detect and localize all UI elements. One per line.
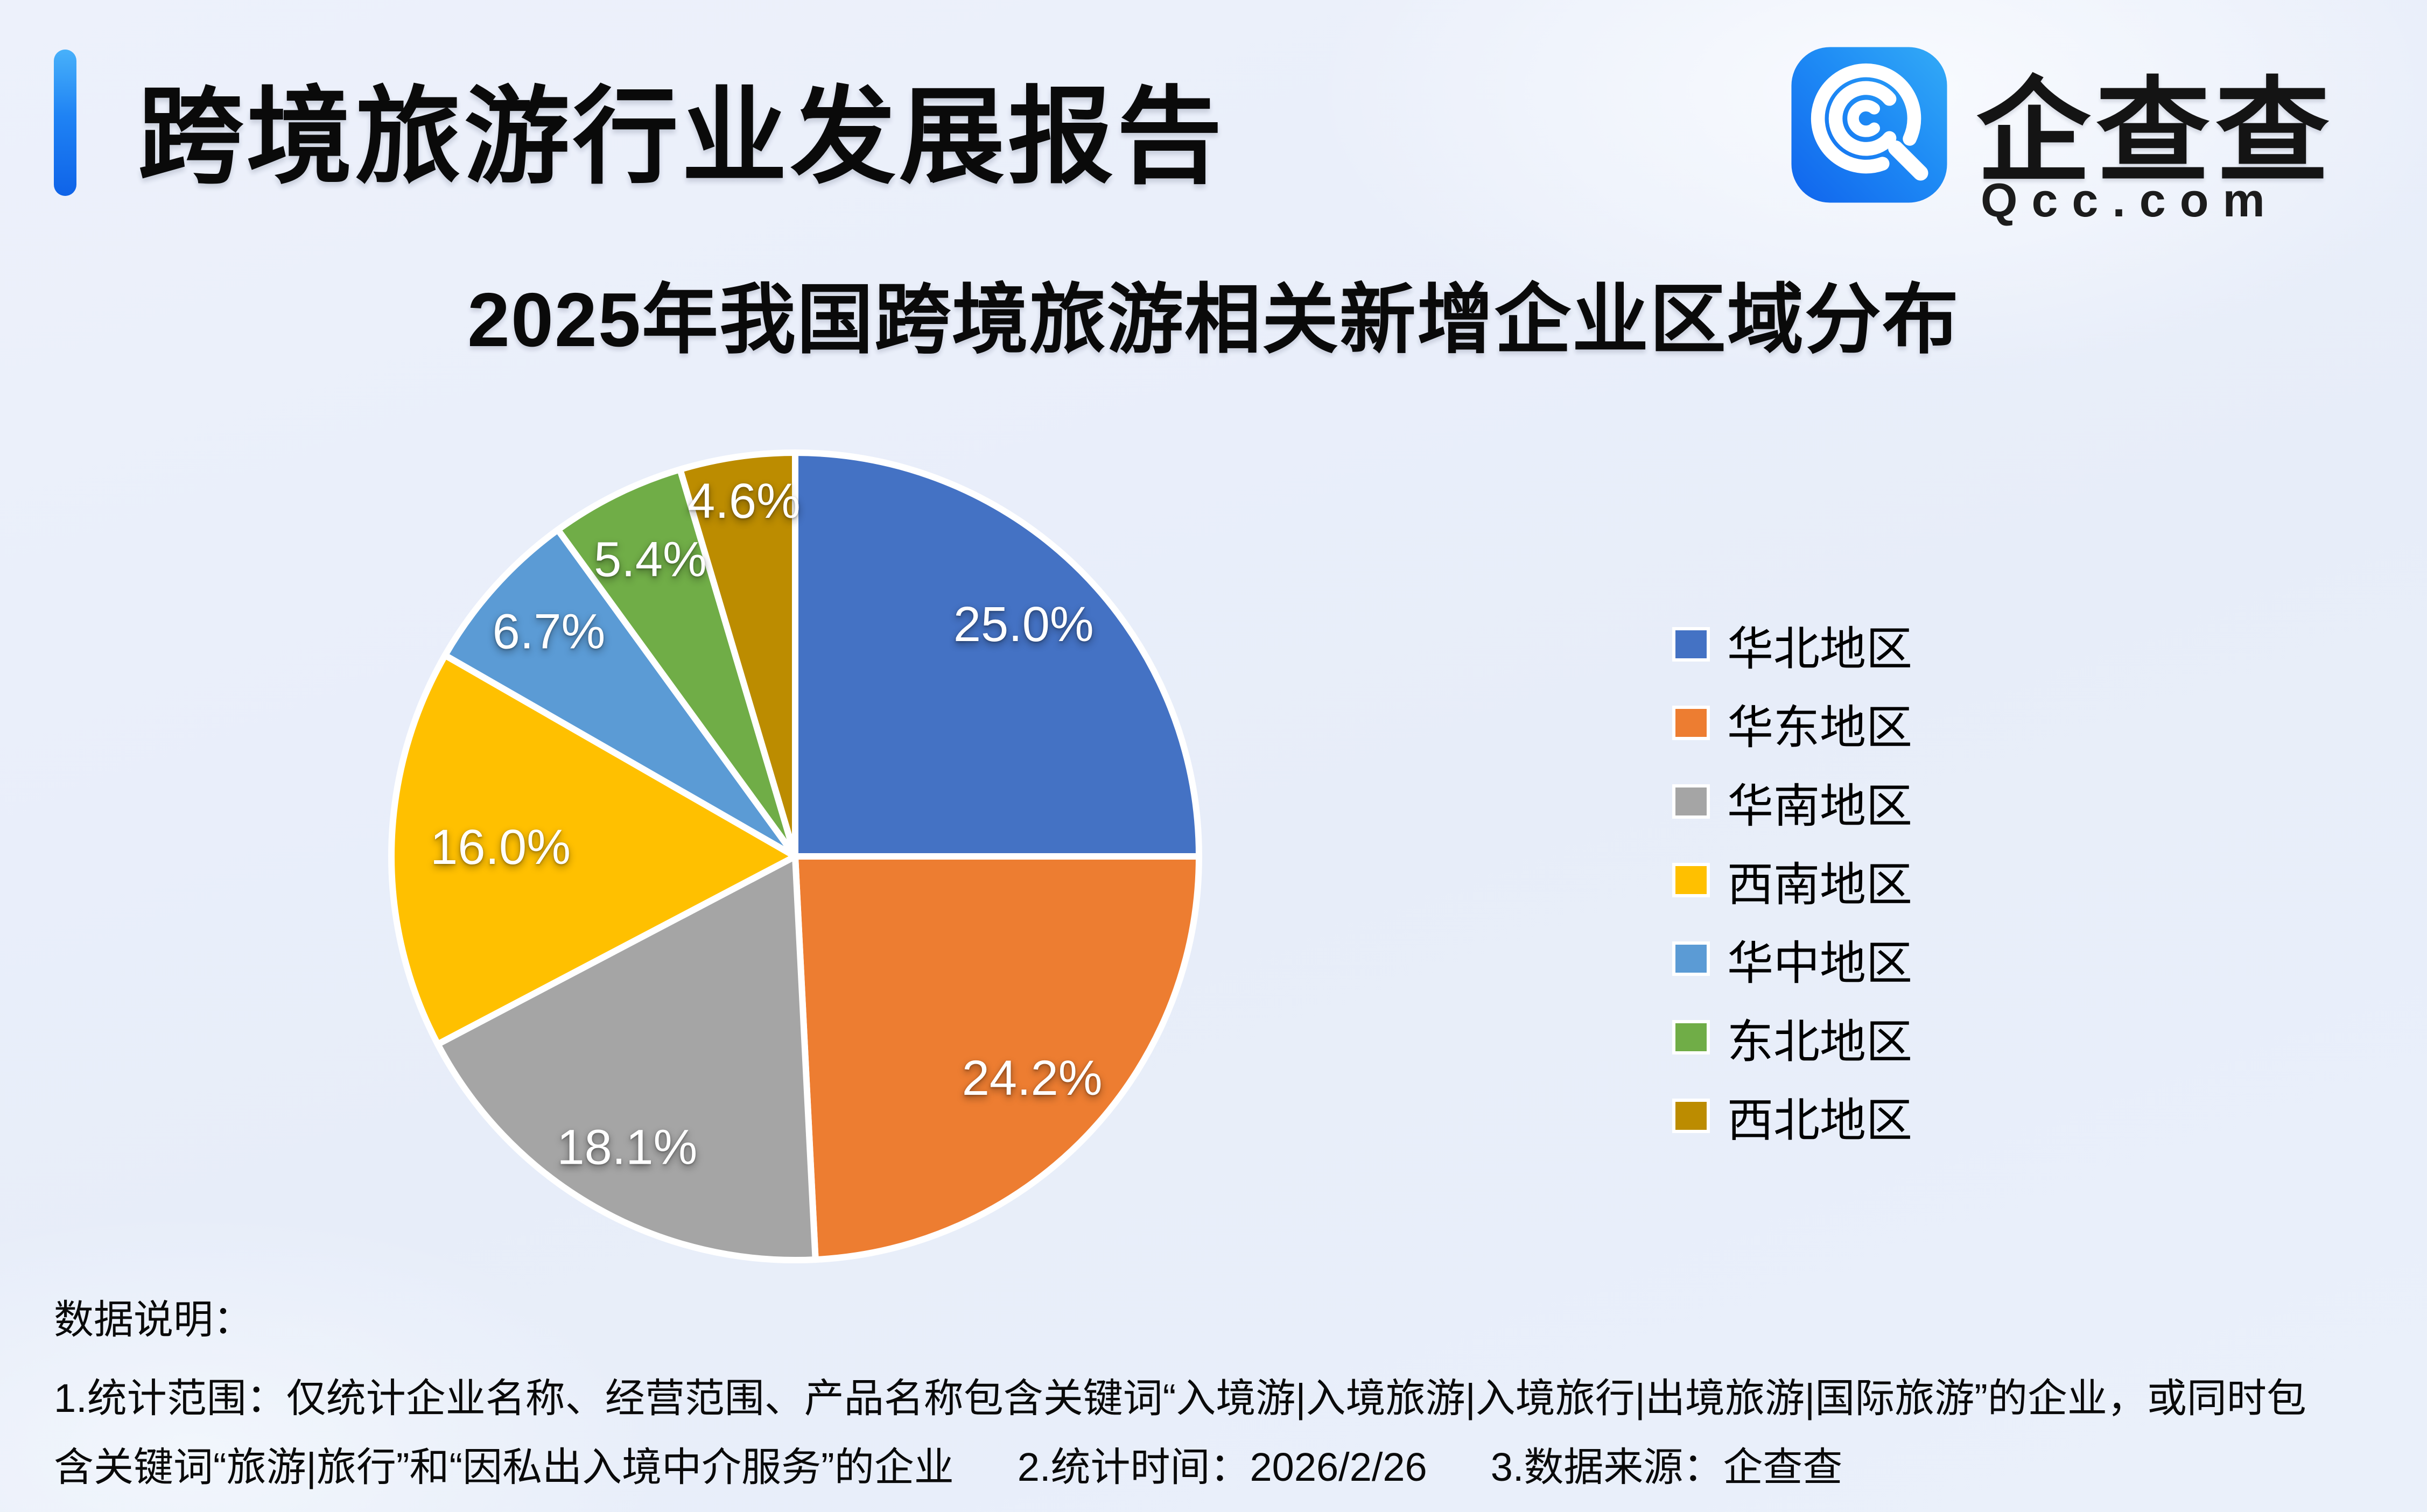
- pie-label-华中地区: 6.7%: [493, 604, 606, 659]
- pie-label-华北地区: 25.0%: [953, 597, 1094, 652]
- pie-label-西南地区: 16.0%: [430, 820, 571, 875]
- legend-swatch-icon: [1675, 866, 1707, 894]
- legend-label: 华北地区: [1727, 623, 1912, 675]
- legend-swatch-icon: [1675, 787, 1707, 815]
- notes-scope-continued: 含关键词“旅游|旅行”和“因私出入境中介服务”的企业: [54, 1445, 954, 1489]
- pie-label-华东地区: 24.2%: [962, 1051, 1103, 1106]
- pie-label-华南地区: 18.1%: [557, 1120, 697, 1175]
- legend-item-华南地区: 华南地区: [1675, 762, 1912, 841]
- legend-item-东北地区: 东北地区: [1675, 998, 1912, 1077]
- legend-item-华东地区: 华东地区: [1675, 684, 1912, 762]
- legend-label: 西南地区: [1727, 859, 1912, 911]
- pie-slice-华北地区: [792, 449, 1202, 860]
- qcc-logo: 企查查 Qcc.com: [1789, 45, 2392, 238]
- page-title: 跨境旅游行业发展报告: [138, 78, 1226, 196]
- qcc-logo-name: 企查查: [1976, 68, 2335, 195]
- legend-item-西北地区: 西北地区: [1675, 1077, 1912, 1155]
- legend-item-华中地区: 华中地区: [1675, 919, 1912, 998]
- chart-title: 2025年我国跨境旅游相关新增企业区域分布: [467, 277, 1960, 363]
- legend-swatch-icon: [1675, 1102, 1707, 1130]
- legend-label: 西北地区: [1727, 1094, 1912, 1147]
- pie-slice-西北地区: [677, 449, 798, 860]
- pie-slice-华南地区: [434, 853, 819, 1264]
- legend-label: 华南地区: [1727, 780, 1912, 832]
- notes-heading: 数据说明：: [54, 1297, 253, 1342]
- pie-slice-华东地区: [792, 853, 1202, 1263]
- legend-label: 华东地区: [1727, 701, 1912, 754]
- notes-line1: 1.统计范围：仅统计企业名称、经营范围、产品名称包含关键词“入境游|入境旅游|入…: [54, 1376, 2306, 1420]
- legend-label: 华中地区: [1727, 937, 1912, 989]
- chart-legend: 华北地区华东地区华南地区西南地区华中地区东北地区西北地区: [1675, 605, 1912, 1155]
- pie-slice-西南地区: [388, 652, 798, 1047]
- notes-stat-date: 2.统计时间：2026/2/26: [1017, 1445, 1427, 1489]
- pie-label-西北地区: 4.6%: [688, 474, 801, 529]
- notes-data-source: 3.数据来源：企查查: [1490, 1445, 1843, 1489]
- qcc-logo-icon: [1791, 47, 1947, 203]
- pie-slice-东北地区: [555, 466, 798, 860]
- legend-swatch-icon: [1675, 709, 1707, 737]
- legend-label: 东北地区: [1727, 1016, 1912, 1068]
- pie-label-东北地区: 5.4%: [594, 532, 707, 587]
- legend-swatch-icon: [1675, 945, 1707, 973]
- legend-swatch-icon: [1675, 1023, 1707, 1051]
- pie-chart: 25.0% 24.2% 18.1% 16.0% 6.7% 5.4%4.6%: [388, 449, 1202, 1264]
- notes-line2: 含关键词“旅游|旅行”和“因私出入境中介服务”的企业 2.统计时间：2026/2…: [54, 1435, 1842, 1493]
- legend-swatch-icon: [1675, 630, 1707, 658]
- pie-labels: 25.0% 24.2% 18.1% 16.0% 6.7% 5.4%4.6%: [430, 474, 1102, 1175]
- qcc-logo-domain: Qcc.com: [1981, 173, 2279, 227]
- legend-item-华北地区: 华北地区: [1675, 605, 1912, 684]
- pie-slice-华中地区: [441, 526, 798, 860]
- legend-item-西南地区: 西南地区: [1675, 841, 1912, 919]
- title-accent-bar: [54, 50, 76, 196]
- pie-slices: [388, 449, 1202, 1264]
